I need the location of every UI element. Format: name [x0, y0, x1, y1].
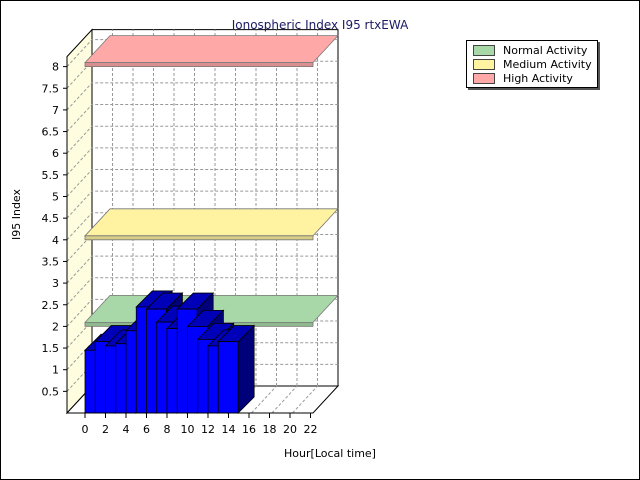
- y-tick-label: 1.5: [42, 342, 60, 355]
- legend-label-normal: Normal Activity: [503, 43, 588, 57]
- x-tick-label: 10: [181, 423, 195, 436]
- y-tick-label: 5.5: [42, 169, 60, 182]
- x-tick-label: 20: [283, 423, 297, 436]
- grid-line-horizontal: [66, 277, 338, 306]
- legend-item-normal: Normal Activity: [467, 43, 597, 57]
- x-tick-label: 2: [102, 423, 109, 436]
- grid-floor-line: [271, 385, 298, 414]
- legend-item-high: High Activity: [467, 71, 597, 85]
- grid-floor-line: [292, 385, 318, 414]
- grid-line-horizontal: [66, 147, 338, 176]
- y-tick-label: 2.5: [42, 299, 60, 312]
- legend-swatch-normal: [473, 44, 495, 56]
- grid-line-horizontal: [66, 82, 338, 111]
- x-tick-label: 14: [222, 423, 236, 436]
- y-tick-label: 3.5: [42, 255, 60, 268]
- legend-label-high: High Activity: [503, 71, 573, 85]
- threshold-band-2-top: [84, 35, 339, 63]
- threshold-band-1-top: [84, 208, 339, 237]
- x-tick-label: 12: [201, 423, 215, 436]
- y-tick-label: 8: [52, 61, 59, 74]
- y-tick-label: 1: [52, 364, 59, 377]
- chart-legend: Normal Activity Medium Activity High Act…: [466, 40, 598, 88]
- legend-label-medium: Medium Activity: [503, 57, 592, 71]
- x-tick-label: 22: [304, 423, 318, 436]
- y-tick-label: 4.5: [42, 212, 60, 225]
- grid-line-horizontal: [66, 125, 338, 154]
- y-tick-label: 5: [52, 191, 59, 204]
- legend-swatch-high: [473, 72, 495, 84]
- x-axis-label: Hour[Local time]: [284, 447, 376, 460]
- legend-swatch-medium: [473, 58, 495, 70]
- y-tick-label: 0.5: [42, 385, 60, 398]
- grid-line-horizontal: [66, 190, 338, 219]
- legend-item-medium: Medium Activity: [467, 57, 597, 71]
- y-tick-label: 7.5: [42, 82, 60, 95]
- x-tick-label: 8: [164, 423, 171, 436]
- y-tick-label: 3: [52, 277, 59, 290]
- x-tick-label: 6: [143, 423, 150, 436]
- chart-title: Ionospheric Index I95 rtxEWA: [231, 18, 409, 32]
- y-tick-label: 2: [52, 320, 59, 333]
- y-tick-label: 7: [52, 104, 59, 117]
- x-tick-label: 4: [123, 423, 130, 436]
- grid-floor-line: [251, 385, 277, 414]
- threshold-band-2-front: [84, 62, 314, 67]
- y-tick-label: 4: [52, 234, 59, 247]
- y-tick-label: 6.5: [42, 126, 60, 139]
- threshold-band-1-front: [84, 235, 314, 241]
- y-axis-label: I95 Index: [10, 188, 23, 240]
- y-tick-label: 6: [52, 147, 59, 160]
- x-tick-label: 16: [242, 423, 256, 436]
- x-tick-label: 18: [263, 423, 277, 436]
- bar: [217, 341, 239, 414]
- x-tick-label: 0: [82, 423, 89, 436]
- grid-line-horizontal: [66, 255, 338, 284]
